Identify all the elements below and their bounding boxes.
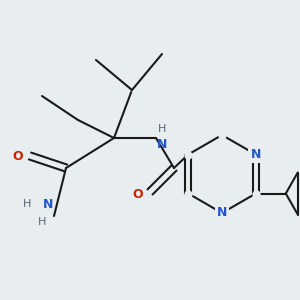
Text: H: H — [38, 217, 46, 227]
Text: N: N — [217, 206, 227, 220]
Text: N: N — [217, 206, 227, 220]
Text: N: N — [250, 148, 261, 161]
Text: N: N — [43, 197, 53, 211]
Text: O: O — [13, 149, 23, 163]
Text: N: N — [157, 137, 167, 151]
Text: O: O — [133, 188, 143, 202]
Text: N: N — [250, 148, 261, 161]
Text: H: H — [158, 124, 166, 134]
Text: H: H — [23, 199, 31, 209]
